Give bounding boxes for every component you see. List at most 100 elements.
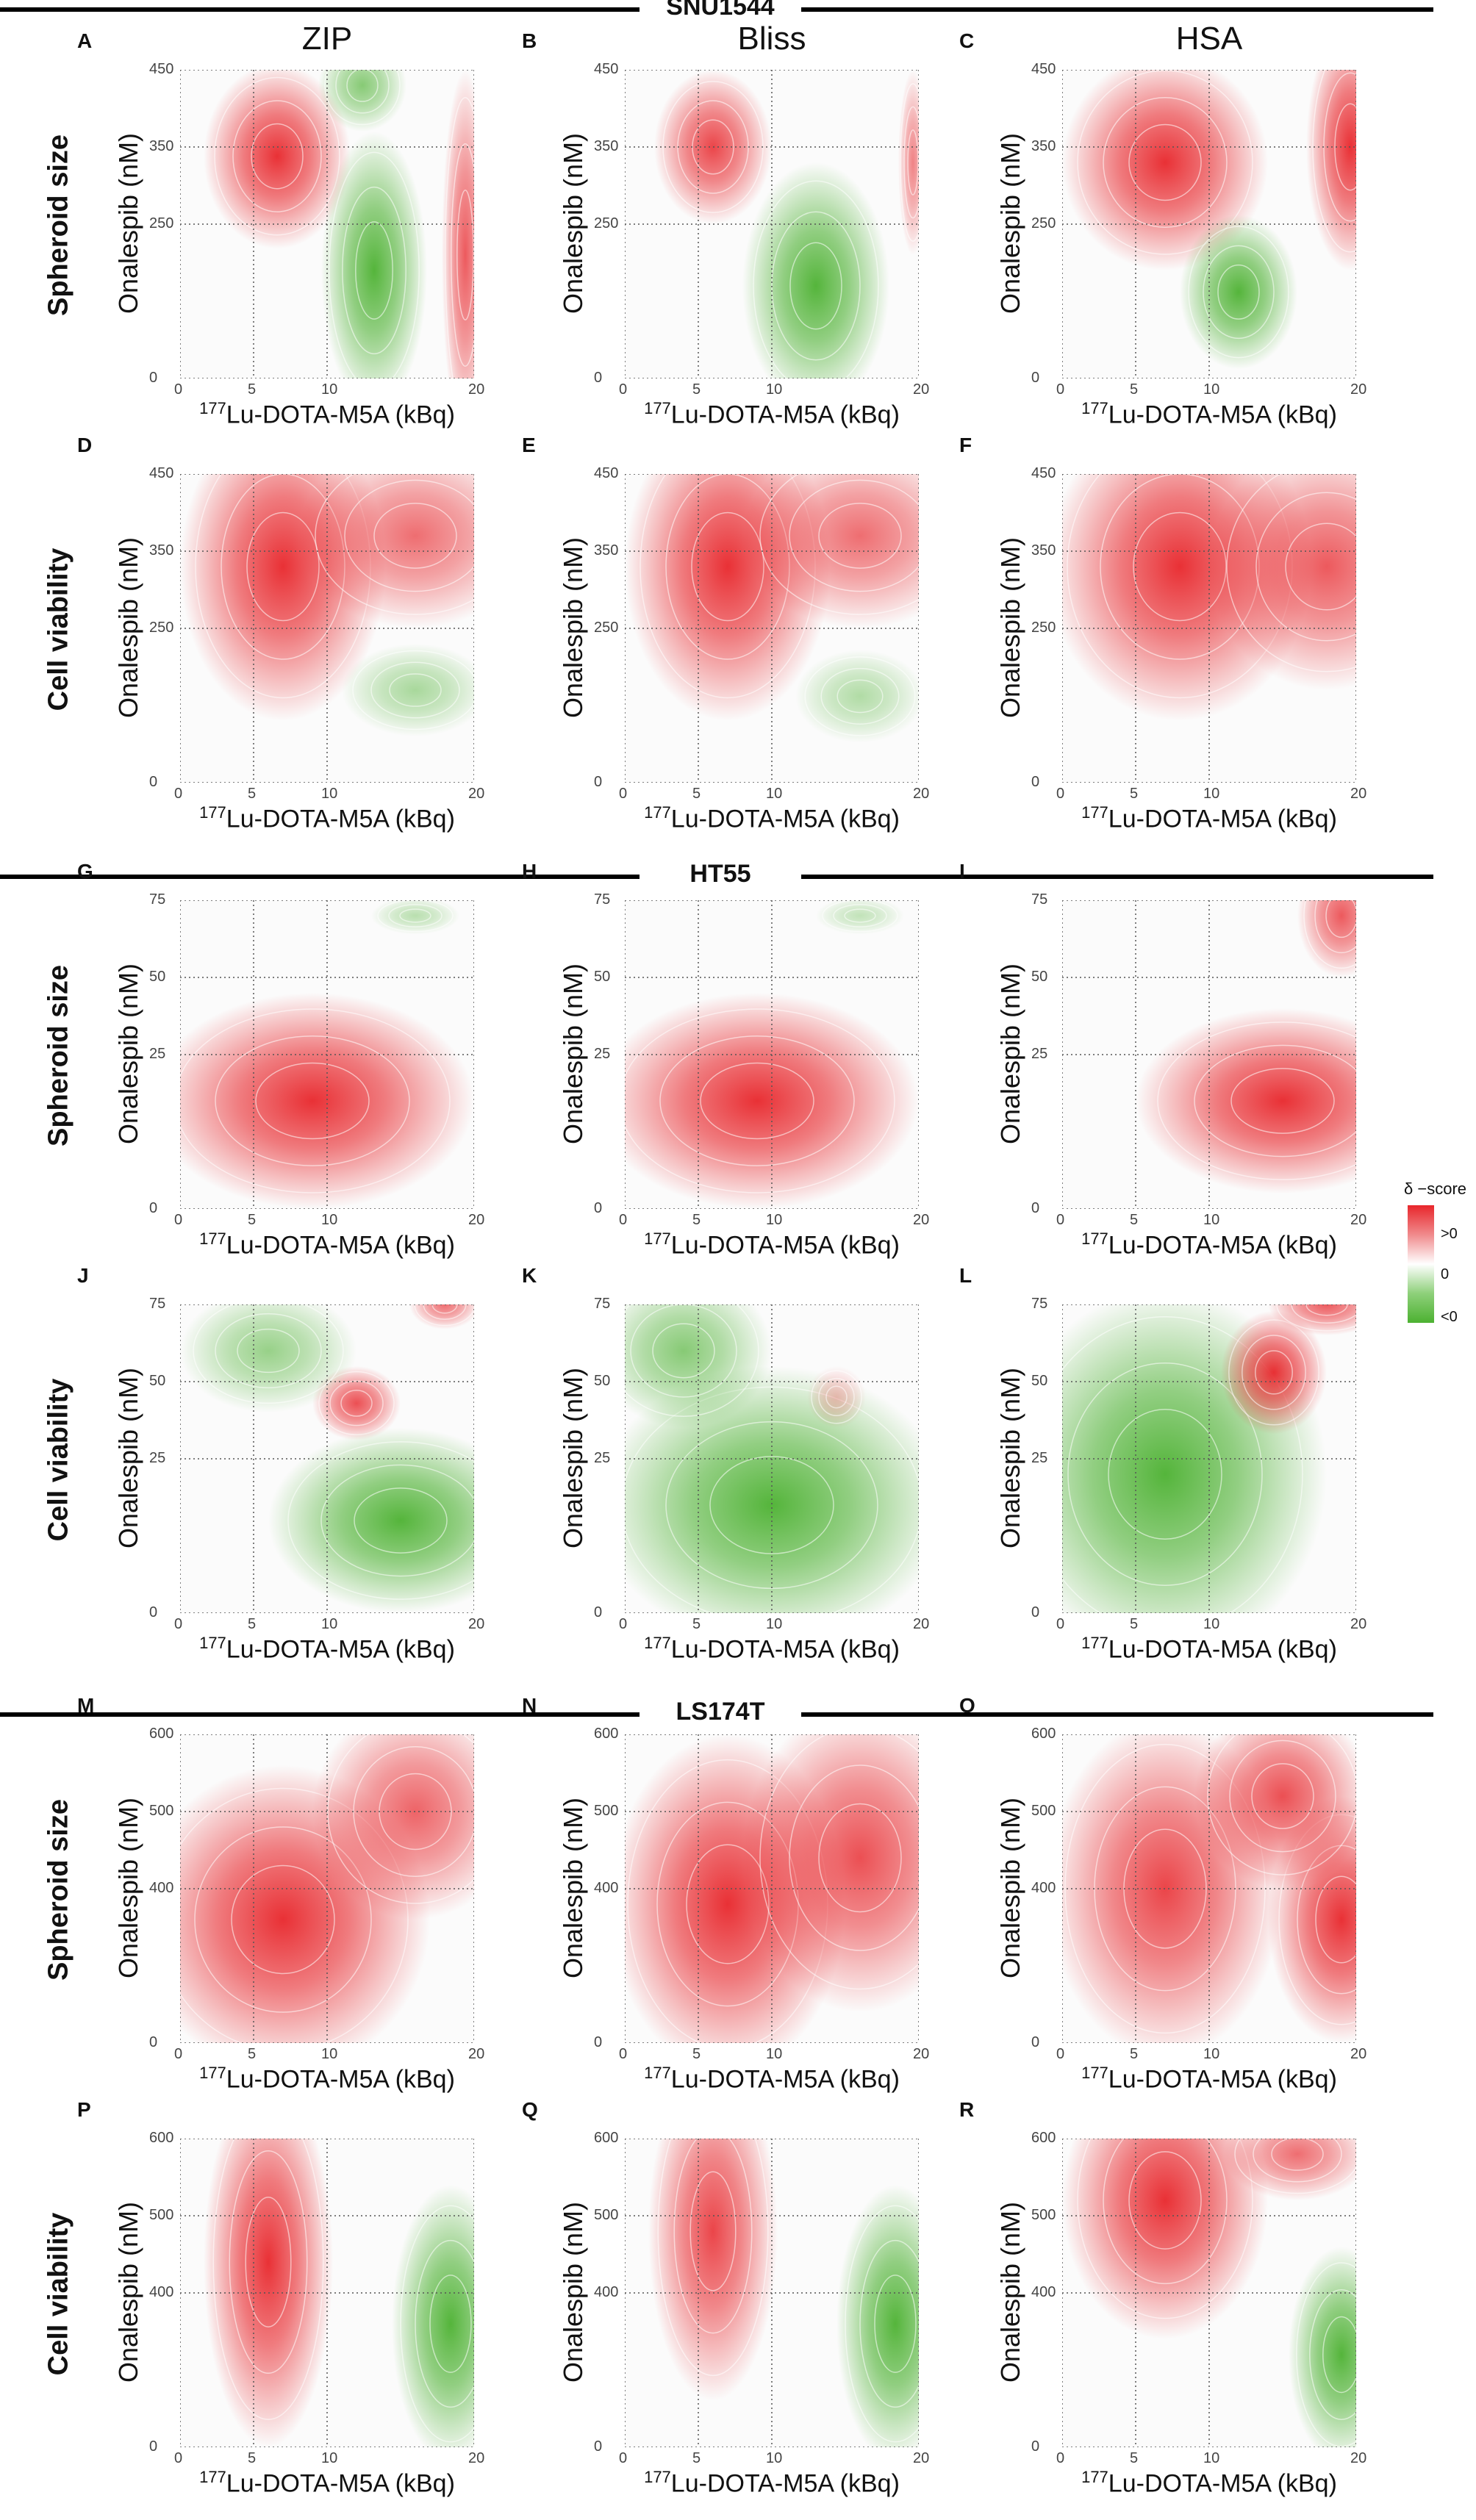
contour-line: [346, 70, 379, 102]
y-axis-label: Onalespib (nM): [558, 1367, 588, 1549]
contour-line: [193, 1304, 344, 1404]
y-axis-label: Onalespib (nM): [113, 132, 143, 315]
contour-line: [251, 123, 304, 190]
x-tick-label: 5: [692, 1616, 701, 1632]
synergy-region: [807, 1366, 866, 1428]
contour-line: [859, 2239, 919, 2408]
x-tick-label: 5: [692, 381, 701, 398]
heatmap-panel: [1062, 900, 1356, 1209]
contour-line: [1188, 226, 1289, 359]
section-title: SNU1544: [640, 0, 801, 21]
y-tick-label: 25: [149, 1450, 166, 1466]
y-tick-label: 400: [594, 1880, 619, 1896]
x-tick-label: 20: [468, 1616, 485, 1632]
contour-line: [1194, 1044, 1356, 1157]
legend-colorbar: [1408, 1205, 1434, 1323]
y-tick-label: 500: [149, 1803, 174, 1819]
y-axis-label: Onalespib (nM): [113, 1367, 143, 1549]
y-tick-label: 0: [149, 2034, 158, 2050]
contour-line: [652, 1323, 715, 1379]
heatmap-panel: [1062, 1734, 1356, 2043]
x-tick-label: 20: [468, 1212, 485, 1228]
antagonism-region: [795, 650, 919, 743]
contour-line: [1062, 1316, 1303, 1613]
contour-line: [245, 2197, 292, 2327]
x-tick-label: 0: [174, 381, 183, 398]
contour-line: [1315, 1875, 1356, 1964]
panel-letter: M: [77, 1694, 95, 1717]
x-axis-label-text: Lu-DOTA-M5A (kBq): [1108, 1231, 1337, 1260]
contour-line: [833, 904, 887, 927]
contour-line: [423, 1304, 467, 1320]
contour-line: [822, 900, 898, 933]
contour-line: [1314, 900, 1356, 954]
contour-line: [818, 1803, 902, 1913]
row-label: Cell viability: [43, 2212, 74, 2376]
y-axis-label: Onalespib (nM): [995, 2201, 1025, 2383]
x-tick-label: 20: [913, 2450, 930, 2466]
x-tick-label: 20: [468, 2450, 485, 2466]
x-axis-label: 177Lu-DOTA-M5A (kBq): [173, 2468, 481, 2498]
y-axis-label: Onalespib (nM): [995, 1367, 1025, 1549]
contour-line: [414, 1304, 474, 1327]
contour-line: [1325, 900, 1356, 938]
x-axis-superscript: 177: [199, 1230, 226, 1248]
x-tick-label: 20: [468, 786, 485, 802]
x-tick-label: 0: [174, 2450, 183, 2466]
contour-line: [355, 221, 393, 320]
y-tick-label: 0: [594, 370, 603, 386]
x-tick-label: 10: [1203, 1212, 1220, 1228]
y-tick-label: 50: [149, 1373, 166, 1389]
contour-line: [789, 242, 842, 330]
contour-line: [845, 2205, 919, 2443]
x-tick-label: 10: [1203, 2450, 1220, 2466]
x-tick-label: 5: [248, 2046, 257, 2062]
x-tick-label: 20: [1350, 1616, 1367, 1632]
y-tick-label: 0: [594, 2034, 603, 2050]
x-tick-label: 20: [1350, 786, 1367, 802]
contour-line: [214, 76, 340, 236]
x-axis-superscript: 177: [1081, 2468, 1108, 2486]
contour-line: [1309, 2289, 1356, 2420]
contour-line: [1103, 97, 1228, 228]
panel-letter: N: [522, 1694, 537, 1717]
y-tick-label: 0: [149, 1200, 158, 1216]
synergy-region: [648, 2139, 778, 2401]
y-tick-label: 25: [594, 1450, 611, 1466]
y-tick-label: 250: [149, 215, 174, 231]
heatmap-panel: [625, 1304, 919, 1613]
y-tick-label: 600: [149, 1726, 174, 1742]
y-tick-label: 50: [1031, 969, 1048, 985]
contour-line: [825, 1385, 848, 1409]
y-tick-label: 500: [1031, 1803, 1056, 1819]
x-tick-label: 0: [619, 1616, 628, 1632]
x-tick-label: 10: [321, 2450, 338, 2466]
contour-line: [1228, 1319, 1319, 1426]
contour-line: [399, 908, 431, 923]
antagonism-region: [816, 900, 904, 935]
y-tick-label: 400: [149, 1880, 174, 1896]
x-axis-superscript: 177: [644, 803, 671, 822]
contour-line: [630, 1304, 737, 1398]
y-tick-label: 25: [594, 1046, 611, 1062]
y-tick-label: 450: [1031, 61, 1056, 77]
contour-line: [1242, 1335, 1306, 1410]
contour-line: [1128, 2151, 1202, 2250]
contour-line: [874, 2275, 917, 2373]
contour-line: [1312, 70, 1356, 253]
x-axis-superscript: 177: [644, 1230, 671, 1248]
panel-letter: K: [522, 1264, 537, 1287]
contour-line: [1226, 474, 1356, 672]
x-tick-label: 20: [1350, 2046, 1367, 2062]
contour-line: [1276, 1304, 1356, 1332]
heatmap-panel: [625, 1734, 919, 2043]
contour-line: [1077, 2139, 1253, 2319]
contour-line: [1157, 1022, 1356, 1180]
x-tick-label: 0: [619, 2450, 628, 2466]
synergy-region: [1297, 900, 1356, 977]
contour-line: [1077, 70, 1253, 255]
y-tick-label: 600: [1031, 1726, 1056, 1742]
x-axis-label: 177Lu-DOTA-M5A (kBq): [1055, 1230, 1364, 1260]
contour-line: [329, 1380, 384, 1426]
panel-letter: D: [77, 434, 93, 456]
